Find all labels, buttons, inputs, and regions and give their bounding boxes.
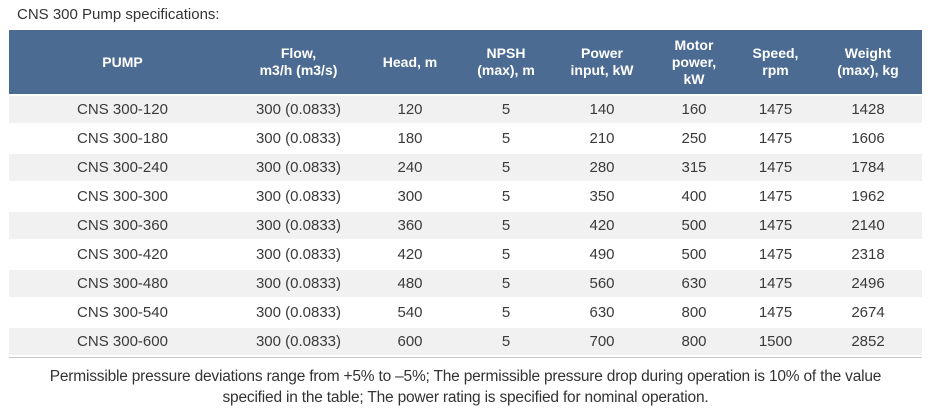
table-cell: 300 (0.0833) — [236, 183, 361, 210]
page-title: CNS 300 Pump specifications: — [17, 6, 220, 23]
table-cell: 2318 — [814, 241, 922, 268]
table-cell: 315 — [651, 154, 737, 181]
table-cell: 1475 — [737, 212, 814, 239]
header-row: PUMP Flow, m3/h (m3/s) Head, m NPSH (max… — [9, 30, 922, 94]
page: CNS 300 Pump specifications: PUMP Flow, … — [0, 6, 931, 412]
table-cell: 540 — [361, 299, 459, 326]
table-cell: 420 — [361, 241, 459, 268]
table-cell: 1475 — [737, 125, 814, 152]
table-cell: 800 — [651, 328, 737, 355]
footer-note: Permissible pressure deviations range fr… — [0, 366, 931, 408]
table-row: CNS 300-120 300 (0.0833) 120 5 140 160 1475 142… — [9, 96, 922, 123]
column-header-speed: Speed, rpm — [737, 30, 814, 94]
table-cell: 5 — [459, 125, 553, 152]
table-cell: 1475 — [737, 299, 814, 326]
table-cell: 800 — [651, 299, 737, 326]
table-cell: CNS 300-360 — [9, 212, 236, 239]
table-cell: 240 — [361, 154, 459, 181]
table-cell: 300 (0.0833) — [236, 299, 361, 326]
table-cell: 1606 — [814, 125, 922, 152]
table-cell: 300 — [361, 183, 459, 210]
table-cell: 2140 — [814, 212, 922, 239]
column-header-pump: PUMP — [9, 30, 236, 94]
column-header-weight: Weight (max), kg — [814, 30, 922, 94]
table-row: CNS 300-360 300 (0.0833) 360 5 420 500 1475 214… — [9, 212, 922, 239]
table-cell: 700 — [553, 328, 651, 355]
table-row: CNS 300-180 300 (0.0833) 180 5 210 250 1475 160… — [9, 125, 922, 152]
table-cell: 2496 — [814, 270, 922, 297]
table-cell: 1475 — [737, 241, 814, 268]
table-cell: 300 (0.0833) — [236, 270, 361, 297]
column-header-flow: Flow, m3/h (m3/s) — [236, 30, 361, 94]
table-cell: CNS 300-600 — [9, 328, 236, 355]
table-cell: CNS 300-480 — [9, 270, 236, 297]
column-header-power-input: Power input, kW — [553, 30, 651, 94]
table-cell: 5 — [459, 299, 553, 326]
table-cell: 300 (0.0833) — [236, 154, 361, 181]
table-cell: 1784 — [814, 154, 922, 181]
footer-note-line-2: specified in the table; The power rating… — [222, 389, 709, 406]
table-cell: 2674 — [814, 299, 922, 326]
column-header-motor-power: Motor power, kW — [651, 30, 737, 94]
table-cell: 1428 — [814, 96, 922, 123]
table-row: CNS 300-540 300 (0.0833) 540 5 630 800 1475 267… — [9, 299, 922, 326]
table-cell: CNS 300-240 — [9, 154, 236, 181]
table-cell: 210 — [553, 125, 651, 152]
table-cell: 5 — [459, 328, 553, 355]
table-row: CNS 300-480 300 (0.0833) 480 5 560 630 1475 249… — [9, 270, 922, 297]
table-cell: CNS 300-120 — [9, 96, 236, 123]
table-header: PUMP Flow, m3/h (m3/s) Head, m NPSH (max… — [9, 30, 922, 94]
table-cell: CNS 300-300 — [9, 183, 236, 210]
column-header-npsh: NPSH (max), m — [459, 30, 553, 94]
table-cell: 500 — [651, 241, 737, 268]
table-cell: 5 — [459, 270, 553, 297]
table-cell: 400 — [651, 183, 737, 210]
table-cell: 250 — [651, 125, 737, 152]
table-cell: 1475 — [737, 270, 814, 297]
table-row: CNS 300-300 300 (0.0833) 300 5 350 400 1475 196… — [9, 183, 922, 210]
table-cell: CNS 300-180 — [9, 125, 236, 152]
table-cell: CNS 300-420 — [9, 241, 236, 268]
table-row: CNS 300-420 300 (0.0833) 420 5 490 500 1475 231… — [9, 241, 922, 268]
footer-note-line-1: Permissible pressure deviations range fr… — [49, 368, 882, 385]
table-row: CNS 300-240 300 (0.0833) 240 5 280 315 1475 178… — [9, 154, 922, 181]
table-cell: 420 — [553, 212, 651, 239]
table-cell: 500 — [651, 212, 737, 239]
table-row: CNS 300-600 300 (0.0833) 600 5 700 800 1500 285… — [9, 328, 922, 355]
table-cell: 1962 — [814, 183, 922, 210]
table-cell: 5 — [459, 241, 553, 268]
table-cell: 490 — [553, 241, 651, 268]
table-container: PUMP Flow, m3/h (m3/s) Head, m NPSH (max… — [9, 28, 922, 358]
table-cell: 360 — [361, 212, 459, 239]
table-cell: 1500 — [737, 328, 814, 355]
table-cell: 1475 — [737, 96, 814, 123]
table-cell: 600 — [361, 328, 459, 355]
table-cell: 480 — [361, 270, 459, 297]
table-cell: 300 (0.0833) — [236, 328, 361, 355]
table-cell: 140 — [553, 96, 651, 123]
table-cell: 180 — [361, 125, 459, 152]
table-cell: 280 — [553, 154, 651, 181]
table-cell: 120 — [361, 96, 459, 123]
table-cell: 160 — [651, 96, 737, 123]
table-cell: 630 — [553, 299, 651, 326]
table-cell: 630 — [651, 270, 737, 297]
table-cell: 560 — [553, 270, 651, 297]
table-cell: 1475 — [737, 183, 814, 210]
table-cell: 5 — [459, 212, 553, 239]
table-cell: 350 — [553, 183, 651, 210]
table-cell: 300 (0.0833) — [236, 96, 361, 123]
table-cell: 300 (0.0833) — [236, 125, 361, 152]
table-cell: 1475 — [737, 154, 814, 181]
table-cell: 5 — [459, 96, 553, 123]
table-cell: 300 (0.0833) — [236, 241, 361, 268]
table-body: CNS 300-120 300 (0.0833) 120 5 140 160 1475 142… — [9, 96, 922, 355]
table-cell: 5 — [459, 154, 553, 181]
table-cell: 300 (0.0833) — [236, 212, 361, 239]
table-cell: CNS 300-540 — [9, 299, 236, 326]
table-cell: 5 — [459, 183, 553, 210]
pump-spec-table: PUMP Flow, m3/h (m3/s) Head, m NPSH (max… — [9, 28, 922, 357]
table-cell: 2852 — [814, 328, 922, 355]
column-header-head: Head, m — [361, 30, 459, 94]
